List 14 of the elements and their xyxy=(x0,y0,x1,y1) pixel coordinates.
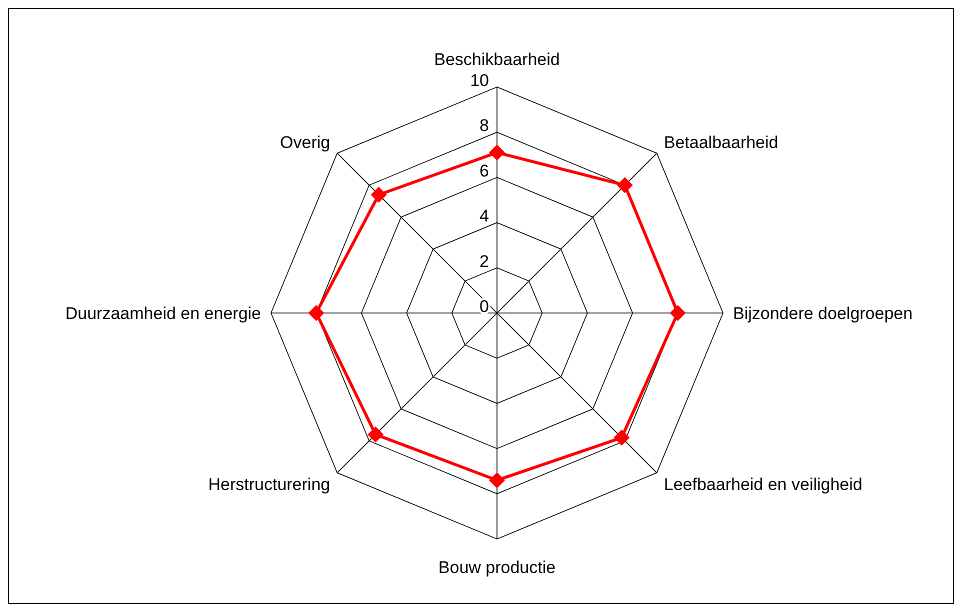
spoke-label: Betaalbaarheid xyxy=(664,132,778,152)
spoke-label: Duurzaamheid en energie xyxy=(65,304,261,323)
spoke-label: Bijzondere doelgroepen xyxy=(733,304,913,323)
y-tick-label: 6 xyxy=(480,161,489,180)
spoke-label: Bouw productie xyxy=(438,558,556,577)
y-tick-label: 0 xyxy=(480,297,489,316)
spoke-label: Herstructurering xyxy=(208,475,330,494)
spoke-label: Leefbaarheid en veiligheid xyxy=(664,475,862,494)
y-tick-label: 4 xyxy=(480,206,489,226)
y-tick-label: 8 xyxy=(480,116,489,136)
spoke-label: Overig xyxy=(280,132,330,152)
y-tick-label: 2 xyxy=(480,252,489,271)
spoke-label: Beschikbaarheid xyxy=(434,50,560,69)
y-tick-label: 10 xyxy=(470,71,489,90)
